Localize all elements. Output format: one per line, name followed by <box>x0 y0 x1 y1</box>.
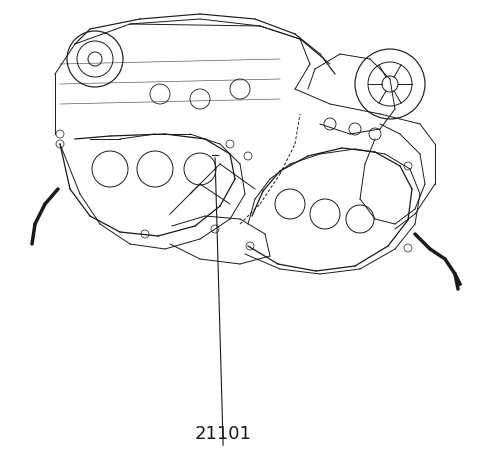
Text: 21101: 21101 <box>195 425 252 443</box>
